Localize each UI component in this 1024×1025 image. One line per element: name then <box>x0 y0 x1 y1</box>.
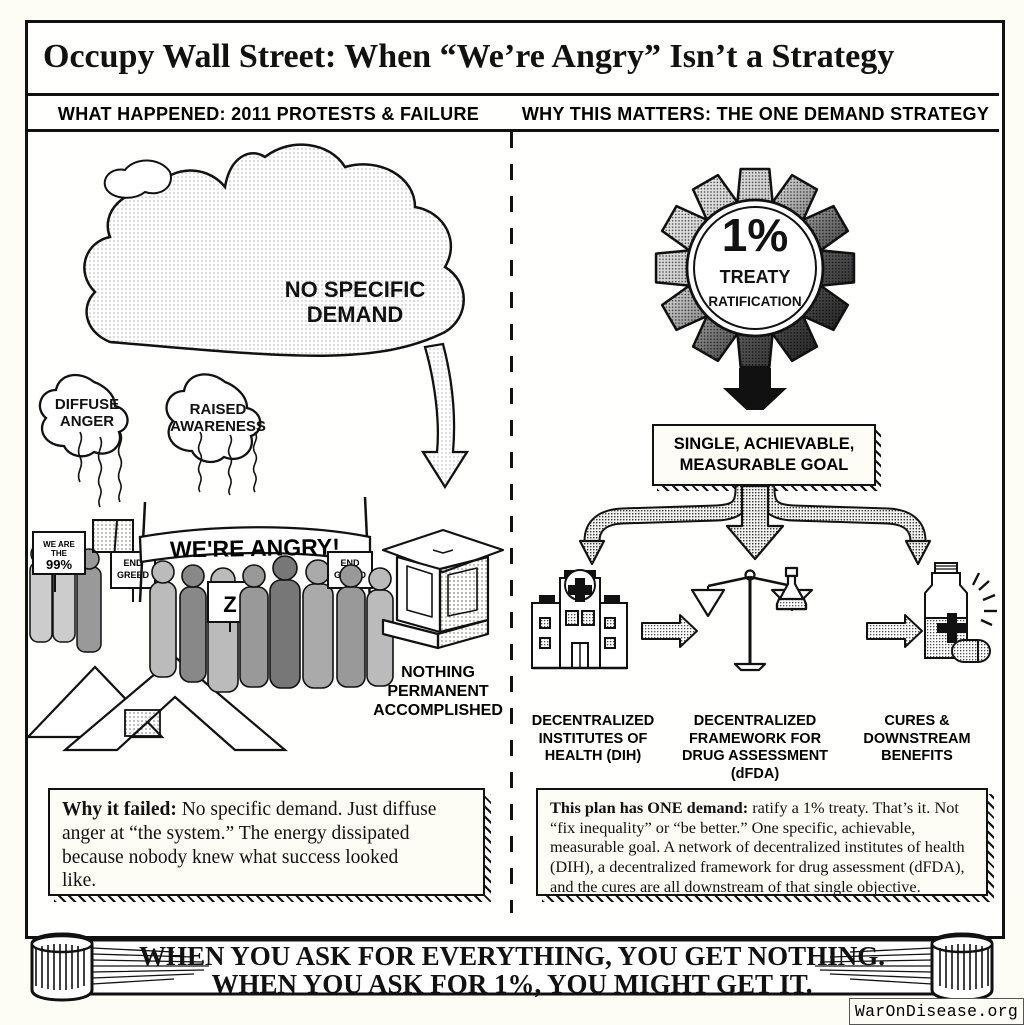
svg-text:ANGER: ANGER <box>60 413 114 430</box>
svg-text:AWARENESS: AWARENESS <box>170 418 266 435</box>
svg-text:WE ARE: WE ARE <box>43 540 75 549</box>
svg-text:TREATY: TREATY <box>720 267 791 287</box>
svg-text:99%: 99% <box>46 557 72 572</box>
svg-text:WHEN YOU ASK FOR 1%, YOU MIGHT: WHEN YOU ASK FOR 1%, YOU MIGHT GET IT. <box>211 969 812 999</box>
svg-text:PERMANENT: PERMANENT <box>387 683 489 700</box>
svg-text:DEMAND: DEMAND <box>307 302 404 327</box>
svg-text:GREED: GREED <box>117 570 150 580</box>
svg-text:ACCOMPLISHED: ACCOMPLISHED <box>373 702 503 719</box>
svg-text:WHEN YOU ASK FOR EVERYTHING, Y: WHEN YOU ASK FOR EVERYTHING, YOU GET NOT… <box>139 941 885 971</box>
svg-text:DIFFUSE: DIFFUSE <box>55 396 119 413</box>
svg-text:RAISED: RAISED <box>190 401 247 418</box>
svg-text:1%: 1% <box>722 209 788 261</box>
svg-text:RATIFICATION: RATIFICATION <box>708 294 801 309</box>
svg-text:NOTHING: NOTHING <box>401 664 475 681</box>
svg-text:Z: Z <box>223 592 236 617</box>
svg-text:WE'RE ANGRY!: WE'RE ANGRY! <box>170 534 340 563</box>
svg-text:NO SPECIFIC: NO SPECIFIC <box>285 277 426 302</box>
